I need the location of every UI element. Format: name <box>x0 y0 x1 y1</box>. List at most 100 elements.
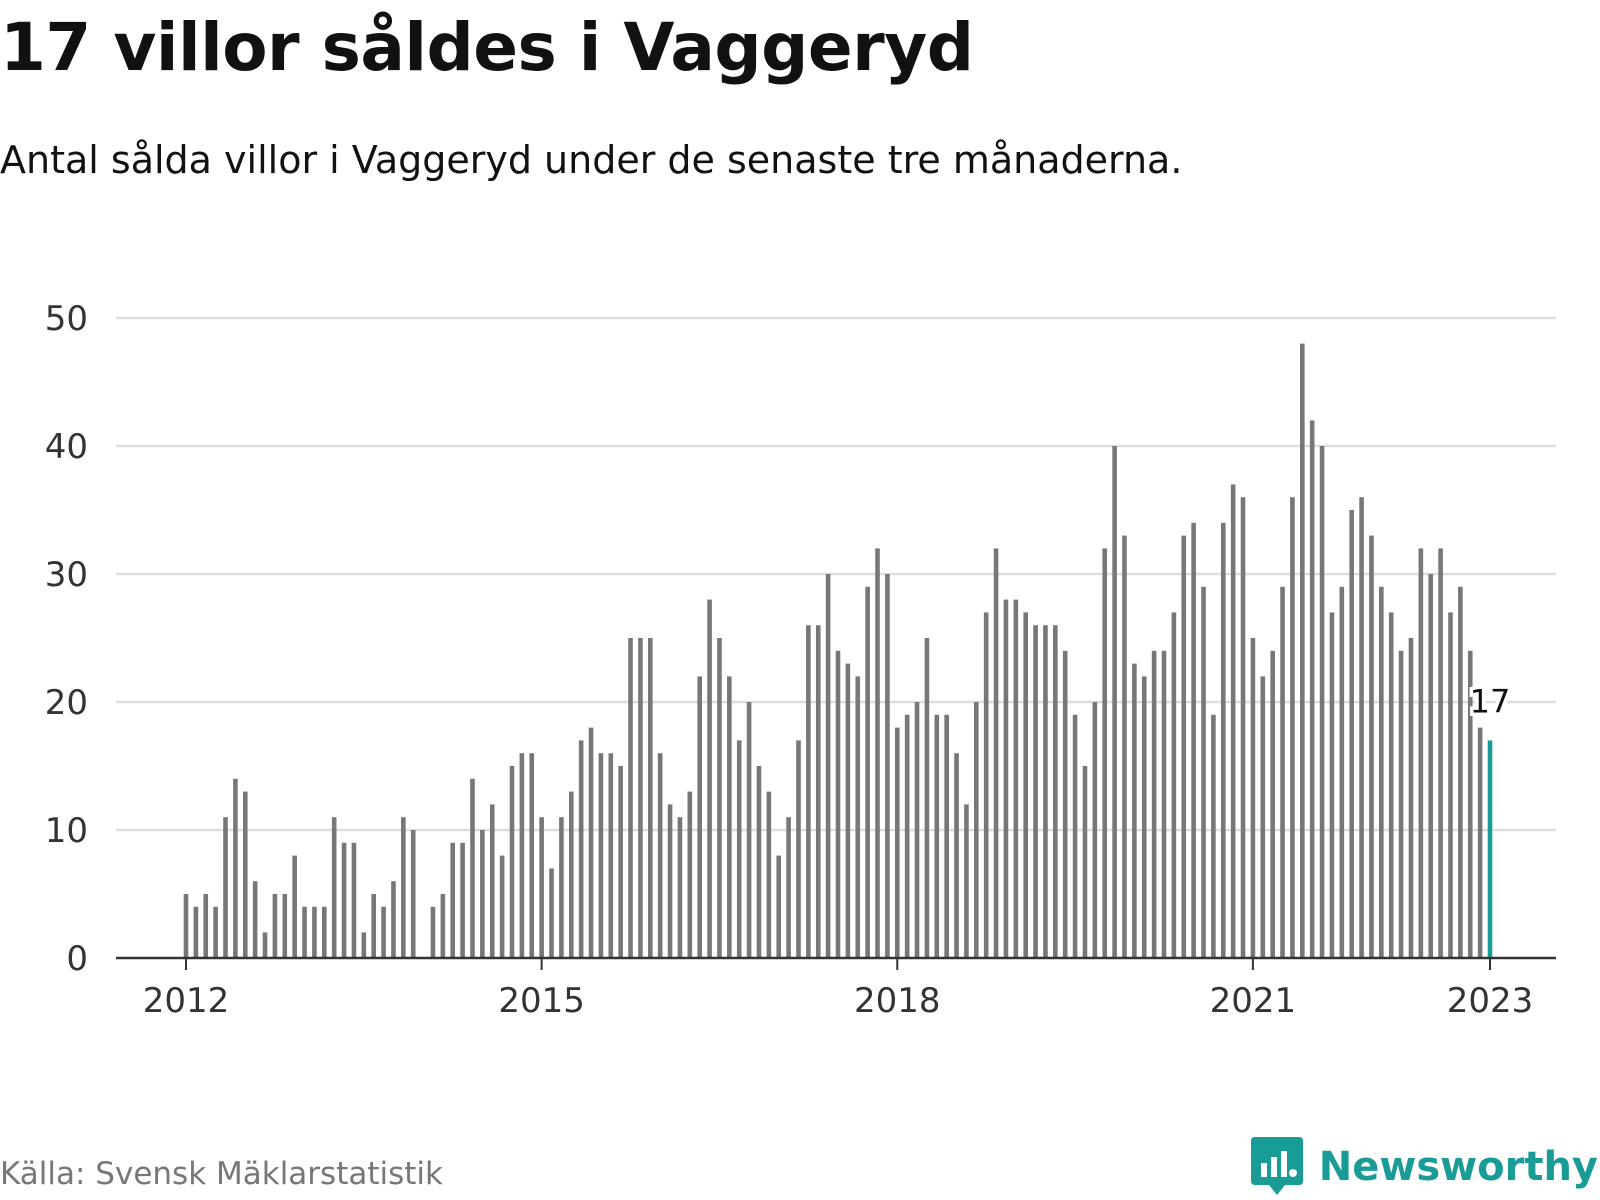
bar <box>519 753 525 958</box>
bar <box>1250 638 1256 958</box>
bar <box>1092 702 1098 958</box>
bar <box>1151 650 1157 958</box>
bar <box>924 638 930 958</box>
bar <box>1300 343 1305 959</box>
bar <box>1458 586 1463 958</box>
bar <box>559 817 564 958</box>
bar <box>450 842 456 958</box>
bar <box>460 842 465 958</box>
y-tick-label: 10 <box>45 811 88 851</box>
bar <box>1319 446 1325 958</box>
newsworthy-logo-icon <box>1250 1137 1303 1195</box>
y-axis-tick-labels: 0 10 20 30 40 50 <box>45 299 88 979</box>
bar <box>252 881 258 958</box>
bar <box>1201 586 1206 958</box>
bar <box>371 894 376 958</box>
bar-chart: 0 10 20 30 40 50 2012 2015 2018 2021 2023 17 <box>45 299 1556 1021</box>
highlight-value-label: 17 <box>1470 682 1511 720</box>
bar <box>440 894 446 958</box>
bar <box>430 906 436 958</box>
bar <box>776 855 782 958</box>
bar-highlighted <box>1487 740 1493 958</box>
bar <box>213 906 218 958</box>
bar <box>667 804 673 958</box>
bar <box>391 881 396 958</box>
bar <box>302 906 307 958</box>
bars <box>183 343 1493 959</box>
bar <box>608 753 614 958</box>
bar <box>1379 586 1384 958</box>
bar <box>1023 612 1028 958</box>
bar <box>1220 522 1226 958</box>
x-tick-label: 2018 <box>854 981 941 1021</box>
bar <box>203 894 209 958</box>
bar <box>727 676 732 958</box>
bar <box>282 894 288 958</box>
chart-subtitle: Antal sålda villor i Vaggeryd under de s… <box>0 138 1183 182</box>
bar <box>578 740 584 958</box>
bar <box>292 855 297 958</box>
bar <box>549 868 554 958</box>
bar <box>835 650 841 958</box>
x-tick-label: 2023 <box>1447 981 1534 1021</box>
bar <box>1438 548 1443 958</box>
bar <box>480 830 485 958</box>
bar <box>825 574 831 958</box>
bar <box>1398 650 1404 958</box>
bar <box>1428 574 1434 958</box>
bar <box>1240 497 1246 958</box>
bar <box>786 817 791 958</box>
bar <box>845 663 851 958</box>
bar <box>855 676 861 958</box>
bar <box>904 714 910 958</box>
bar <box>756 766 762 958</box>
bar <box>1141 676 1147 958</box>
bar <box>687 791 693 958</box>
bar <box>914 702 920 958</box>
bar <box>1171 612 1177 958</box>
bar <box>815 625 821 958</box>
y-tick-label: 50 <box>45 299 88 339</box>
x-tick-label: 2012 <box>143 981 230 1021</box>
chart-title: 17 villor såldes i Vaggeryd <box>0 9 974 86</box>
bar <box>539 817 544 958</box>
bar <box>193 906 199 958</box>
bar <box>894 727 900 958</box>
bar <box>183 894 189 958</box>
bar <box>618 766 623 958</box>
bar <box>509 766 515 958</box>
bar <box>1053 625 1058 958</box>
bar <box>1003 599 1009 958</box>
bar <box>341 842 347 958</box>
bar <box>1102 548 1108 958</box>
bar <box>1280 586 1285 958</box>
bar <box>657 753 663 958</box>
bar <box>677 817 683 958</box>
bar <box>1161 650 1167 958</box>
bar <box>717 638 722 958</box>
bar <box>1369 535 1374 958</box>
bar <box>697 676 702 958</box>
bar <box>351 842 357 958</box>
bar <box>1072 714 1078 958</box>
bar <box>993 548 999 958</box>
x-axis-ticks: 2012 2015 2018 2021 2023 <box>143 958 1534 1021</box>
bar <box>1388 612 1394 958</box>
bar <box>401 817 406 958</box>
bar <box>954 753 959 958</box>
bar <box>223 817 228 958</box>
bar <box>648 638 653 958</box>
bar <box>638 638 643 958</box>
bar <box>974 702 979 958</box>
bar <box>568 791 574 958</box>
bar <box>983 612 989 958</box>
bar <box>1230 484 1236 958</box>
x-tick-label: 2021 <box>1210 981 1297 1021</box>
bar <box>736 740 742 958</box>
bar <box>1260 676 1266 958</box>
bar <box>964 804 969 958</box>
bar <box>875 548 880 958</box>
bar <box>499 855 505 958</box>
bar <box>529 753 535 958</box>
brand-logo[interactable]: Newsworthy <box>1250 1137 1598 1197</box>
